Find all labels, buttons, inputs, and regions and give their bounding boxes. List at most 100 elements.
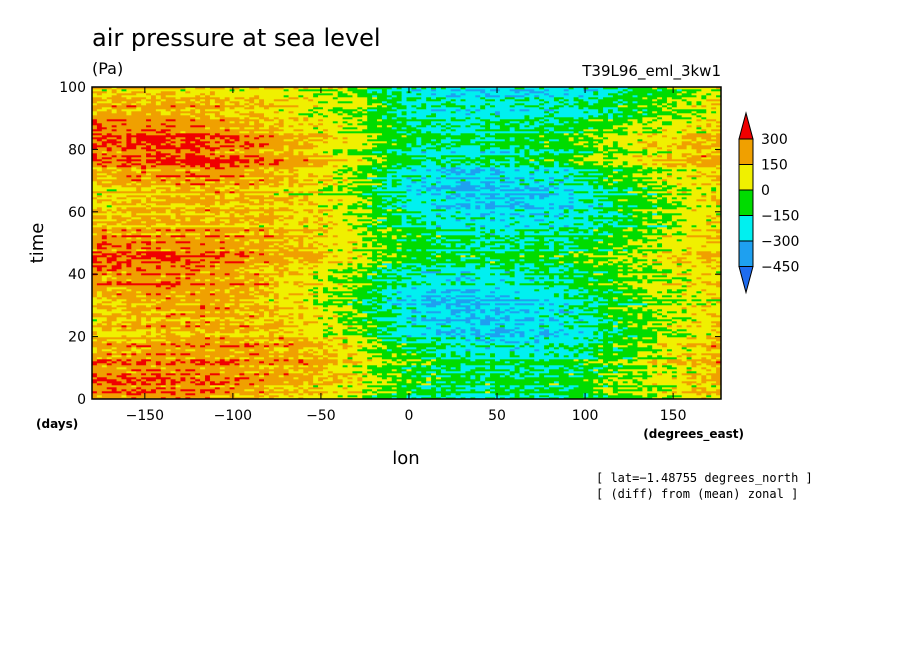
field-cell — [298, 391, 304, 394]
field-cell — [106, 211, 113, 214]
field-cell — [440, 269, 506, 272]
field-cell — [490, 263, 501, 266]
field-cell — [598, 299, 609, 302]
field-cell — [558, 261, 565, 264]
field-cell — [195, 345, 201, 348]
field-cell — [549, 275, 555, 278]
field-cell — [131, 349, 142, 352]
field-cell — [372, 373, 378, 376]
field-cell — [121, 215, 132, 218]
field-cell — [696, 251, 712, 254]
field-cell — [617, 363, 624, 366]
field-cell — [396, 297, 402, 300]
field-cell — [229, 287, 235, 290]
field-cell — [716, 261, 721, 264]
field-cell — [716, 205, 721, 208]
field-cell — [386, 275, 398, 278]
field-cell — [327, 269, 339, 272]
field-cell — [642, 325, 668, 328]
field-cell — [372, 301, 378, 304]
field-cell — [455, 203, 471, 206]
field-cell — [632, 249, 638, 252]
field-cell — [622, 333, 658, 336]
field-cell — [553, 241, 565, 244]
field-cell — [657, 363, 663, 366]
field-cell — [627, 345, 638, 348]
field-cell — [205, 259, 245, 262]
field-cell — [470, 311, 481, 314]
field-cell — [268, 389, 275, 392]
field-cell — [460, 283, 476, 286]
field-cell — [150, 211, 157, 214]
field-cell — [224, 323, 230, 326]
field-cell — [549, 211, 565, 214]
field-cell — [396, 255, 402, 258]
field-cell — [288, 267, 299, 270]
field-cell — [283, 323, 304, 326]
field-cell — [121, 267, 137, 270]
field-cell — [588, 259, 594, 262]
field-cell — [431, 361, 486, 364]
field-cell — [401, 267, 412, 270]
field-cell — [249, 223, 260, 226]
field-cell — [691, 357, 702, 360]
field-cell — [396, 287, 412, 290]
field-cell — [666, 225, 683, 228]
field-cell — [283, 243, 299, 246]
field-cell — [170, 287, 201, 290]
field-cell — [249, 259, 289, 262]
field-cell — [377, 393, 393, 396]
field-cell — [308, 245, 314, 248]
field-cell — [234, 205, 245, 208]
field-cell — [209, 221, 226, 224]
field-cell — [224, 359, 230, 362]
field-cell — [588, 291, 604, 294]
field-cell — [396, 393, 412, 396]
field-cell — [583, 367, 594, 370]
field-cell — [711, 251, 717, 254]
field-cell — [136, 397, 162, 399]
field-cell — [244, 235, 265, 238]
field-cell — [293, 239, 304, 242]
field-cell — [288, 269, 329, 272]
field-cell — [352, 247, 358, 250]
field-cell — [676, 363, 687, 366]
field-cell — [485, 337, 491, 340]
field-cell — [283, 281, 289, 284]
field-cell — [332, 339, 344, 342]
field-cell — [229, 385, 235, 388]
field-cell — [666, 353, 673, 356]
field-cell — [534, 339, 540, 342]
field-cell — [671, 295, 678, 298]
field-cell — [421, 273, 437, 276]
field-cell — [607, 261, 614, 264]
field-cell — [327, 339, 334, 342]
field-cell — [504, 325, 540, 328]
field-cell — [121, 271, 127, 274]
field-cell — [293, 301, 304, 304]
field-cell — [224, 277, 230, 280]
field-cell — [652, 387, 658, 390]
field-cell — [337, 333, 344, 336]
field-cell — [657, 301, 663, 304]
field-cell — [249, 307, 270, 310]
field-cell — [357, 241, 373, 244]
field-cell — [593, 333, 599, 336]
field-cell — [381, 213, 388, 216]
field-cell — [435, 241, 442, 244]
field-cell — [332, 383, 358, 386]
field-cell — [563, 207, 570, 210]
field-cell — [475, 283, 486, 286]
field-cell — [386, 327, 398, 330]
field-cell — [681, 373, 702, 376]
field-cell — [480, 215, 486, 218]
field-cell — [593, 247, 599, 250]
field-cell — [396, 325, 407, 328]
field-cell — [681, 343, 687, 346]
field-cell — [622, 381, 629, 384]
field-cell — [460, 205, 471, 208]
field-cell — [308, 201, 314, 204]
field-cell — [293, 365, 299, 368]
field-cell — [681, 395, 707, 398]
field-cell — [92, 363, 98, 366]
